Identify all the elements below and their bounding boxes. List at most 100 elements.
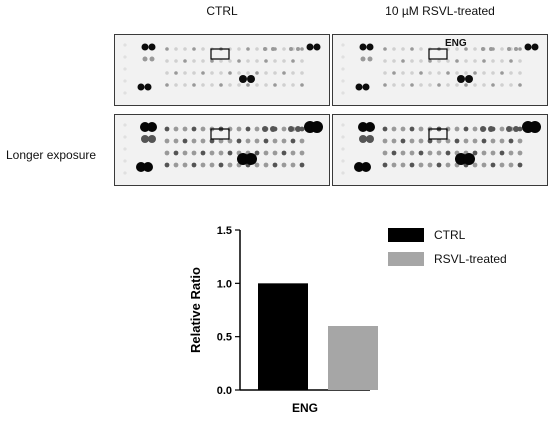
blot-spot	[273, 71, 277, 75]
y-tick-label: 0.5	[217, 332, 232, 344]
eng-highlight-box	[210, 128, 230, 140]
blot-spot	[182, 150, 188, 156]
blot-spot	[454, 126, 460, 132]
blot-spot	[473, 59, 477, 63]
blot-spot	[210, 71, 214, 75]
blot-spot	[382, 126, 388, 132]
blot-spot	[481, 150, 487, 156]
blot-spot	[209, 162, 215, 168]
blot-spot	[382, 150, 388, 156]
blot-spot	[290, 138, 296, 144]
blot-spot	[455, 71, 459, 75]
blot-spot	[419, 83, 423, 87]
blot-spot	[149, 56, 155, 62]
blot-spot	[392, 71, 396, 75]
eng-highlight-box	[428, 48, 448, 60]
blot-spot	[299, 126, 305, 132]
blot-spot	[173, 138, 179, 144]
blot-spot	[228, 83, 232, 87]
legend-label-ctrl: CTRL	[434, 228, 466, 242]
blot-spot	[514, 47, 518, 51]
blot-spot	[517, 162, 523, 168]
blot-spot	[182, 126, 188, 132]
blot-spot	[400, 162, 406, 168]
blot-spot	[300, 71, 304, 75]
blot-ctrl-long	[114, 114, 330, 186]
blot-spot	[427, 138, 433, 144]
blot-spot	[400, 138, 406, 144]
blot-spot	[409, 150, 415, 156]
blot-spot	[500, 83, 504, 87]
blot-spot	[148, 135, 156, 143]
blot-spot	[518, 59, 522, 63]
blot-spot	[218, 150, 224, 156]
blot-spot	[288, 126, 294, 132]
blot-spot	[531, 43, 539, 51]
blot-spot	[509, 71, 513, 75]
blot-spot	[143, 162, 153, 172]
blot-spot	[245, 138, 251, 144]
blot-spot	[472, 138, 478, 144]
blot-spot	[237, 59, 241, 63]
blot-spot	[173, 162, 179, 168]
blot-spot	[409, 126, 415, 132]
blot-spot	[500, 71, 504, 75]
blot-spot	[341, 91, 345, 95]
blot-spot	[183, 47, 187, 51]
blot-spot	[254, 126, 260, 132]
blot-spot	[300, 47, 304, 51]
chart-canvas: 0.0 0.5 1.0 1.5 Relative Ratio ENG	[188, 225, 378, 415]
blot-spot	[437, 71, 441, 75]
blot-spot	[400, 150, 406, 156]
blot-spot	[183, 83, 187, 87]
blot-spot	[361, 162, 371, 172]
blot-spot	[392, 47, 396, 51]
blot-spot	[464, 59, 468, 63]
blot-spot	[201, 47, 205, 51]
blot-spot	[400, 126, 406, 132]
blot-spot	[246, 47, 250, 51]
blot-spot	[299, 162, 305, 168]
blot-spot	[164, 126, 170, 132]
chart-legend: CTRL RSVL-treated	[388, 224, 507, 272]
blot-spot	[263, 138, 269, 144]
blot-spot	[341, 55, 345, 59]
blot-spot	[366, 43, 374, 51]
blot-spot	[255, 71, 259, 75]
blot-spot	[410, 47, 414, 51]
blot-spot	[382, 162, 388, 168]
blot-spot	[228, 71, 232, 75]
blot-spot	[488, 126, 494, 132]
blot-spot	[499, 138, 505, 144]
blot-spot	[164, 150, 170, 156]
blot-spot	[192, 47, 196, 51]
blot-spot	[410, 71, 414, 75]
blot-spot	[272, 162, 278, 168]
blot-spot	[454, 138, 460, 144]
blot-spot	[464, 71, 468, 75]
blot-spot	[383, 59, 387, 63]
blot-spot	[228, 59, 232, 63]
blot-spot	[446, 83, 450, 87]
blot-spot	[410, 83, 414, 87]
blot-spot	[509, 59, 513, 63]
legend-item-ctrl: CTRL	[388, 224, 507, 246]
blot-spot	[490, 162, 496, 168]
y-tick-label: 1.5	[217, 225, 232, 237]
blot-spot	[427, 162, 433, 168]
blot-spot	[281, 150, 287, 156]
blot-spot	[273, 59, 277, 63]
blot-spot	[123, 123, 127, 127]
blot-spot	[174, 59, 178, 63]
blot-spot	[382, 138, 388, 144]
blot-spot	[490, 138, 496, 144]
blot-spot	[192, 59, 196, 63]
legend-item-rsvl: RSVL-treated	[388, 248, 507, 270]
blot-spot	[255, 59, 259, 63]
blot-spot	[359, 43, 367, 51]
blot-spot	[489, 47, 493, 51]
blot-spot	[360, 56, 366, 62]
blot-spot	[445, 138, 451, 144]
blot-spot	[409, 162, 415, 168]
blot-spot	[311, 121, 323, 133]
